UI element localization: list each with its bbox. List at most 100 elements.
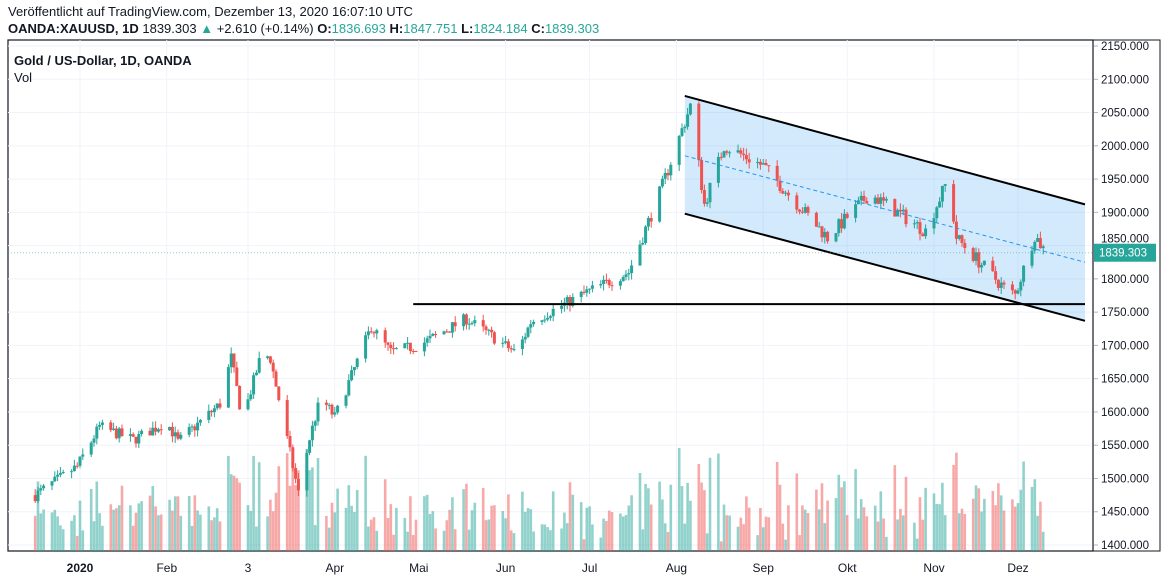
volume-bar	[952, 464, 955, 551]
volume-bar	[585, 507, 589, 551]
candle-body	[859, 195, 863, 201]
volume-bar	[512, 533, 516, 551]
volume-bar	[1016, 503, 1020, 551]
candle-body	[492, 332, 496, 344]
volume-bar	[610, 512, 614, 551]
candle-body	[896, 209, 900, 217]
volume-bar	[1041, 531, 1045, 551]
candle-body	[252, 375, 256, 395]
volume-bar	[288, 485, 292, 551]
candle-body	[308, 440, 312, 453]
candle-body	[991, 260, 995, 272]
symbol[interactable]: OANDA:XAUUSD, 1D	[8, 21, 139, 36]
candle-body	[268, 356, 272, 363]
y-tick-label: 1900.000	[1101, 207, 1149, 219]
volume-bar	[269, 499, 272, 551]
volume-bar	[473, 502, 477, 551]
volume-bar	[277, 466, 281, 551]
low-value: 1824.184	[473, 21, 528, 36]
candle-body	[663, 172, 667, 179]
volume-bar	[820, 483, 824, 551]
volume-bar	[423, 496, 426, 551]
volume-bar	[137, 503, 141, 551]
high-label: H:	[389, 21, 404, 36]
candle-body	[159, 429, 163, 431]
candle-body	[742, 153, 746, 156]
volume-bar	[148, 495, 152, 551]
volume-bar	[92, 521, 96, 551]
candle-body	[856, 200, 860, 205]
candle-body	[957, 235, 961, 239]
volume-bar	[171, 510, 174, 551]
candle-body	[795, 195, 799, 210]
candle-body	[865, 200, 869, 204]
y-tick-label: 1850.000	[1101, 234, 1149, 246]
close-value: 1839.303	[544, 21, 600, 36]
volume-bar	[154, 506, 157, 551]
volume-bar	[579, 502, 583, 551]
volume-bar	[353, 511, 356, 551]
volume-bar	[837, 474, 841, 551]
volume-bar	[330, 502, 334, 551]
volume-bar	[73, 515, 76, 551]
volume-bar	[75, 535, 79, 551]
volume-bar	[327, 527, 331, 551]
candle-body	[999, 282, 1003, 288]
candle-body	[879, 197, 883, 204]
candle-body	[504, 341, 508, 343]
volume-bar	[78, 500, 82, 551]
volume-bar	[759, 507, 762, 551]
candle-body	[114, 428, 118, 439]
volume-bar	[571, 494, 575, 551]
volume-bar	[115, 508, 118, 551]
y-tick-label: 2050.000	[1101, 108, 1149, 120]
candle-body	[294, 468, 298, 479]
volume-bar	[271, 511, 275, 551]
candle-body	[1038, 238, 1042, 249]
x-tick-label: Apr	[325, 561, 344, 575]
volume-bar	[747, 507, 751, 551]
volume-bar	[661, 499, 664, 551]
volume-bar	[607, 510, 611, 551]
candle-body	[842, 213, 846, 229]
candle-body	[884, 199, 888, 201]
candle-body	[324, 402, 328, 405]
volume-bar	[112, 509, 115, 551]
price-change: +2.610 (+0.14%)	[216, 21, 314, 36]
volume-bar	[663, 523, 667, 551]
candle-body	[697, 103, 701, 161]
candle-body	[551, 308, 555, 317]
candle-body	[1022, 265, 1026, 282]
volume-bar	[249, 510, 253, 551]
candle-body	[406, 342, 410, 344]
candle-body	[316, 402, 320, 422]
volume-bar	[411, 535, 415, 551]
candle-body	[686, 114, 690, 127]
candle-body	[229, 353, 233, 368]
volume-bar	[523, 511, 527, 551]
candle-body	[977, 252, 981, 268]
volume-bar	[728, 515, 731, 551]
candle-body	[254, 372, 258, 376]
candle-body	[344, 395, 348, 406]
candle-body	[996, 279, 1000, 288]
candle-body	[529, 324, 533, 328]
candle-body	[546, 317, 550, 320]
volume-bar	[568, 482, 572, 551]
candle-body	[873, 197, 877, 204]
candle-body	[719, 156, 723, 158]
candle-body	[173, 432, 177, 437]
volume-bar	[960, 508, 964, 551]
candle-body	[904, 209, 908, 225]
candle-body	[70, 471, 74, 473]
candle-body	[814, 212, 818, 227]
candle-body	[747, 159, 751, 163]
candle-body	[728, 152, 732, 154]
candle-body	[431, 333, 435, 336]
volume-bar	[369, 519, 373, 551]
volume-bar	[227, 455, 230, 551]
volume-bar	[308, 470, 311, 551]
candle-body	[386, 342, 390, 345]
candle-body	[257, 358, 261, 373]
